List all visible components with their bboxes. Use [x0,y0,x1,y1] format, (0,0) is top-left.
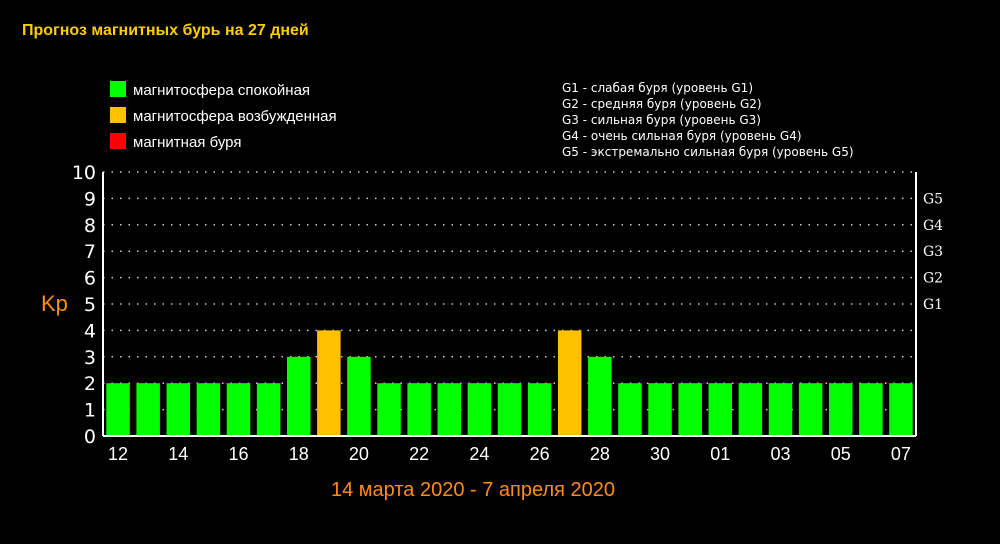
x-tick-labels: 12 14 16 18 20 22 24 26 28 30 01 03 05 07 [108,444,911,464]
g-level-label: G3 [923,244,943,260]
bar-18 [286,356,311,436]
bar-13 [136,383,160,436]
x-tick-label: 22 [409,444,429,464]
legend-label-storm: магнитная буря [133,134,241,151]
x-tick-label: 26 [530,444,550,464]
bar-12 [106,383,130,436]
x-tick-label: 01 [710,444,730,464]
bar-25 [497,383,522,436]
x-tick-label: 18 [289,444,309,464]
bar-06 [859,383,883,436]
g-tick-labels: G1 G2 G3 G4 G5 [923,191,943,313]
y-tick-labels: 0 1 2 3 4 5 6 7 8 9 10 [72,162,96,448]
bar-24 [467,383,492,436]
x-tick-label: 03 [770,444,790,464]
g-level-label: G5 [923,191,943,207]
date-range-subtitle: 14 марта 2020 - 7 апреля 2020 [331,479,615,501]
g-legend-g5: G5 - экстремально сильная буря (уровень … [562,145,854,159]
y-tick-label: 3 [84,347,96,369]
g-legend-g2: G2 - средняя буря (уровень G2) [562,97,762,111]
bar-22 [407,383,431,436]
axes [102,172,917,437]
y-tick-label: 10 [72,162,96,184]
bar-05 [828,383,853,436]
x-tick-label: 28 [590,444,610,464]
bar-20 [347,356,371,436]
y-tick-label: 5 [84,294,96,316]
g-level-legend: G1 - слабая буря (уровень G1) G2 - средн… [562,81,854,159]
bar-21 [377,383,401,436]
g-level-label: G1 [923,297,943,313]
g-legend-g4: G4 - очень сильная буря (уровень G4) [562,129,802,143]
y-axis-label: Kp [41,291,68,316]
x-tick-label: 12 [108,444,128,464]
y-tick-label: 4 [84,320,96,342]
y-tick-label: 2 [84,373,96,395]
legend: магнитосфера спокойная магнитосфера возб… [110,81,337,151]
bar-30 [648,383,672,436]
bar-02 [738,383,763,436]
bar-23 [437,383,462,436]
y-tick-label: 1 [84,400,96,422]
chart-title: Прогноз магнитных бурь на 27 дней [22,22,309,39]
g-level-label: G2 [923,271,943,287]
bar-07 [889,383,913,436]
x-tick-label: 07 [891,444,911,464]
grid [103,171,916,411]
bar-01 [708,383,733,436]
x-tick-label: 30 [650,444,670,464]
bar-26 [527,383,552,436]
legend-label-quiet: магнитосфера спокойная [133,82,310,99]
x-tick-label: 20 [349,444,369,464]
bar-04 [798,383,823,436]
x-tick-label: 05 [831,444,851,464]
g-legend-g1: G1 - слабая буря (уровень G1) [562,81,753,95]
legend-swatch-quiet [110,81,126,97]
bar-14 [166,383,191,436]
bar-31 [678,383,702,436]
g-legend-g3: G3 - сильная буря (уровень G3) [562,113,761,127]
x-tick-label: 24 [469,444,489,464]
y-tick-label: 7 [84,241,96,263]
bar-03 [768,383,793,436]
y-tick-label: 0 [84,426,96,448]
bar-28 [588,356,612,436]
bar-17 [256,383,281,436]
bars [106,330,913,436]
legend-swatch-storm [110,133,126,149]
g-level-label: G4 [923,218,943,234]
bar-15 [196,383,221,436]
y-tick-label: 9 [84,188,96,210]
legend-swatch-excited [110,107,126,123]
y-tick-label: 6 [84,268,96,290]
bar-19 [317,330,341,436]
bar-16 [226,383,251,436]
bar-27 [557,330,582,436]
bar-29 [618,383,642,436]
x-tick-label: 14 [168,444,188,464]
y-tick-label: 8 [84,215,96,237]
x-tick-label: 16 [228,444,248,464]
legend-label-excited: магнитосфера возбужденная [133,108,337,125]
